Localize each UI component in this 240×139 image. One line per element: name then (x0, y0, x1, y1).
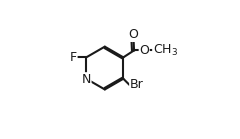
Text: O: O (129, 28, 138, 41)
Text: N: N (82, 73, 91, 86)
Text: F: F (70, 51, 77, 64)
Text: O: O (139, 44, 149, 57)
Text: Br: Br (130, 78, 144, 91)
Text: CH$_3$: CH$_3$ (153, 43, 178, 58)
